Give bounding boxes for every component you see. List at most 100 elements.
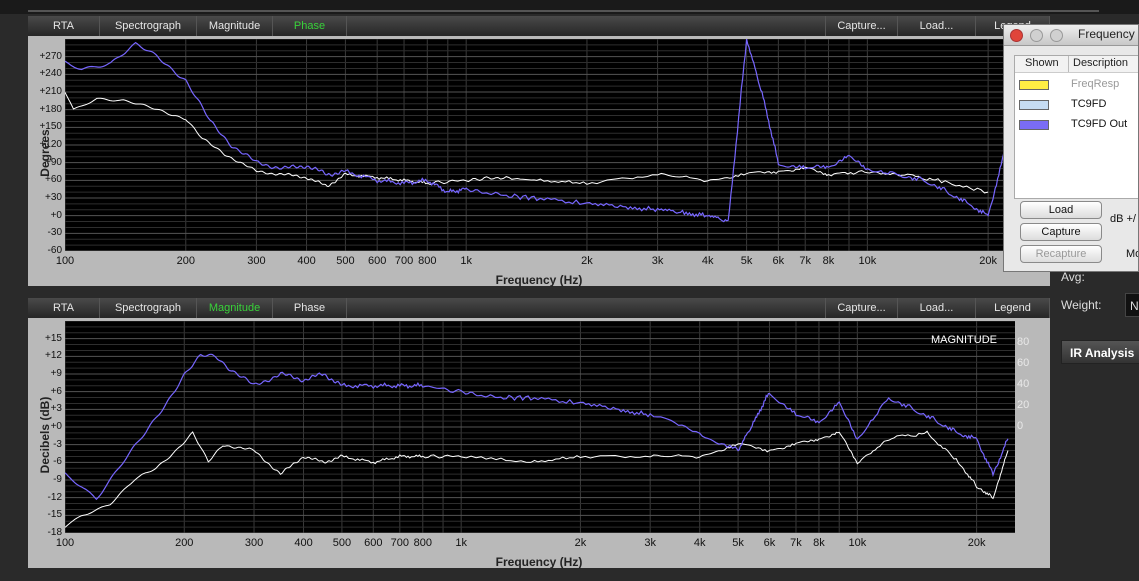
color-swatch[interactable] [1019, 100, 1049, 110]
phase-x-tick-label: 400 [297, 255, 316, 267]
magnitude-y-tick-label: -6 [53, 456, 62, 468]
phase-x-tick-label: 5k [740, 255, 753, 267]
magnitude-x-tick-label: 3k [644, 537, 656, 549]
legend-button[interactable]: Legend [976, 298, 1050, 318]
weight-label: Weight: [1061, 298, 1102, 312]
magnitude-y-tick-label: -15 [47, 509, 62, 521]
magnitude-x-tick-label: 6k [763, 537, 776, 549]
color-swatch[interactable] [1019, 120, 1049, 130]
tab-magnitude[interactable]: Magnitude [197, 16, 273, 36]
load-legend-button[interactable]: Load [1020, 201, 1102, 219]
frequency-window: Frequency Shown Description FreqResp TC9… [1003, 24, 1139, 272]
window-titlebar[interactable]: Frequency [1004, 25, 1138, 46]
phase-x-tick-label: 3k [651, 255, 664, 267]
magnitude-y-tick-label: -3 [53, 438, 62, 450]
window-title: Frequency [1078, 27, 1135, 41]
legend-item-label: TC9FD [1071, 98, 1107, 110]
tab-magnitude[interactable]: Magnitude [197, 298, 273, 318]
magnitude-overlay-label: MAGNITUDE [931, 334, 997, 346]
tab-phase[interactable]: Phase [273, 16, 347, 36]
phase-series-line [65, 92, 989, 194]
legend-item-label: FreqResp [1071, 78, 1120, 90]
close-icon[interactable] [1010, 29, 1023, 42]
magnitude-right-tick-label: 0 [1017, 420, 1024, 432]
phase-y-axis-title: Degrees [38, 129, 52, 177]
magnitude-x-tick-label: 300 [244, 537, 264, 549]
capture-legend-button[interactable]: Capture [1020, 223, 1102, 241]
color-swatch[interactable] [1019, 80, 1049, 90]
magnitude-x-tick-label: 8k [813, 537, 825, 549]
magnitude-right-tick-label: 40 [1017, 378, 1030, 390]
capture-button[interactable]: Capture... [825, 298, 898, 318]
magnitude-x-tick-label: 1k [455, 537, 467, 549]
legend-list: Shown Description FreqResp TC9FD TC9FD O… [1014, 55, 1138, 199]
phase-y-tick-label: +60 [45, 174, 62, 186]
phase-y-tick-label: +30 [45, 192, 62, 203]
phase-x-tick-label: 4k [701, 255, 714, 267]
phase-y-tick-label: +0 [50, 209, 62, 221]
load-button[interactable]: Load... [898, 298, 976, 318]
magnitude-x-tick-label: 5k [732, 537, 744, 549]
magnitude-x-axis-title: Frequency (Hz) [495, 555, 583, 569]
magnitude-right-tick-label: 60 [1017, 357, 1030, 369]
phase-x-tick-label: 6k [772, 255, 785, 267]
phase-x-tick-label: 2k [581, 255, 593, 267]
phase-chart [65, 39, 1027, 251]
legend-item-tc9fd-out[interactable]: TC9FD Out [1015, 116, 1138, 134]
phase-x-tick-label: 7k [799, 255, 812, 267]
phase-x-tick-label: 700 [394, 255, 414, 267]
magnitude-x-tick-label: 400 [294, 537, 313, 549]
magnitude-x-tick-label: 2k [574, 537, 587, 549]
phase-x-tick-label: 600 [367, 255, 387, 267]
phase-x-tick-label: 200 [176, 255, 195, 267]
phase-y-tick-label: -60 [47, 245, 62, 256]
magnitude-x-tick-label: 200 [175, 537, 194, 549]
phase-x-tick-label: 8k [822, 255, 835, 267]
magnitude-x-tick-label: 100 [55, 537, 75, 549]
avg-label: Avg: [1061, 270, 1085, 284]
legend-item-label: TC9FD Out [1071, 118, 1128, 130]
ir-analysis-button[interactable]: IR Analysis [1061, 340, 1139, 364]
phase-panel: RTA Spectrograph Magnitude Phase Capture… [28, 16, 1050, 287]
phase-y-tick-label: +120 [39, 139, 62, 150]
header-description[interactable]: Description [1073, 57, 1129, 69]
magnitude-y-tick-label: -18 [47, 527, 62, 538]
magnitude-x-tick-label: 7k [790, 537, 802, 549]
phase-x-tick-label: 20k [979, 255, 997, 267]
load-button[interactable]: Load... [898, 16, 976, 36]
magnitude-y-tick-label: +0 [50, 421, 62, 432]
magnitude-y-axis-title: Decibels (dB) [38, 396, 52, 474]
phase-x-tick-label: 100 [55, 255, 75, 267]
magnitude-y-tick-label: +3 [50, 403, 62, 415]
magnitude-x-tick-label: 500 [332, 537, 352, 549]
magnitude-y-tick-label: -12 [47, 491, 62, 503]
magnitude-right-tick-label: 20 [1017, 399, 1030, 411]
weight-select[interactable]: N [1125, 293, 1139, 317]
phase-plot-area[interactable] [65, 39, 1027, 251]
magnitude-x-tick-label: 800 [413, 537, 432, 549]
phase-y-tick-label: -30 [47, 227, 62, 239]
magnitude-plot-area[interactable] [65, 321, 1015, 533]
phase-x-tick-label: 300 [247, 255, 266, 267]
db-label: dB +/ [1110, 213, 1136, 225]
phase-series-line [65, 39, 1006, 223]
magnitude-y-tick-label: +15 [45, 332, 62, 344]
magnitude-chart [65, 321, 1015, 533]
phase-x-axis-title: Frequency (Hz) [495, 273, 583, 287]
phase-tabbar: RTA Spectrograph Magnitude Phase Capture… [28, 16, 1050, 36]
tab-rta[interactable]: RTA [28, 298, 100, 318]
magnitude-x-tick-label: 10k [848, 537, 867, 549]
tab-phase[interactable]: Phase [273, 298, 347, 318]
legend-item-freqresp[interactable]: FreqResp [1015, 76, 1138, 94]
recapture-button[interactable]: Recapture [1020, 245, 1102, 263]
legend-item-tc9fd[interactable]: TC9FD [1015, 96, 1138, 114]
magnitude-x-tick-label: 20k [967, 537, 986, 549]
minimize-icon[interactable] [1030, 29, 1043, 42]
capture-button[interactable]: Capture... [825, 16, 898, 36]
zoom-icon[interactable] [1050, 29, 1063, 42]
tab-spectrograph[interactable]: Spectrograph [100, 298, 197, 318]
tab-spectrograph[interactable]: Spectrograph [100, 16, 197, 36]
tab-rta[interactable]: RTA [28, 16, 100, 36]
magnitude-y-tick-label: +12 [45, 350, 62, 362]
header-shown[interactable]: Shown [1025, 57, 1059, 69]
